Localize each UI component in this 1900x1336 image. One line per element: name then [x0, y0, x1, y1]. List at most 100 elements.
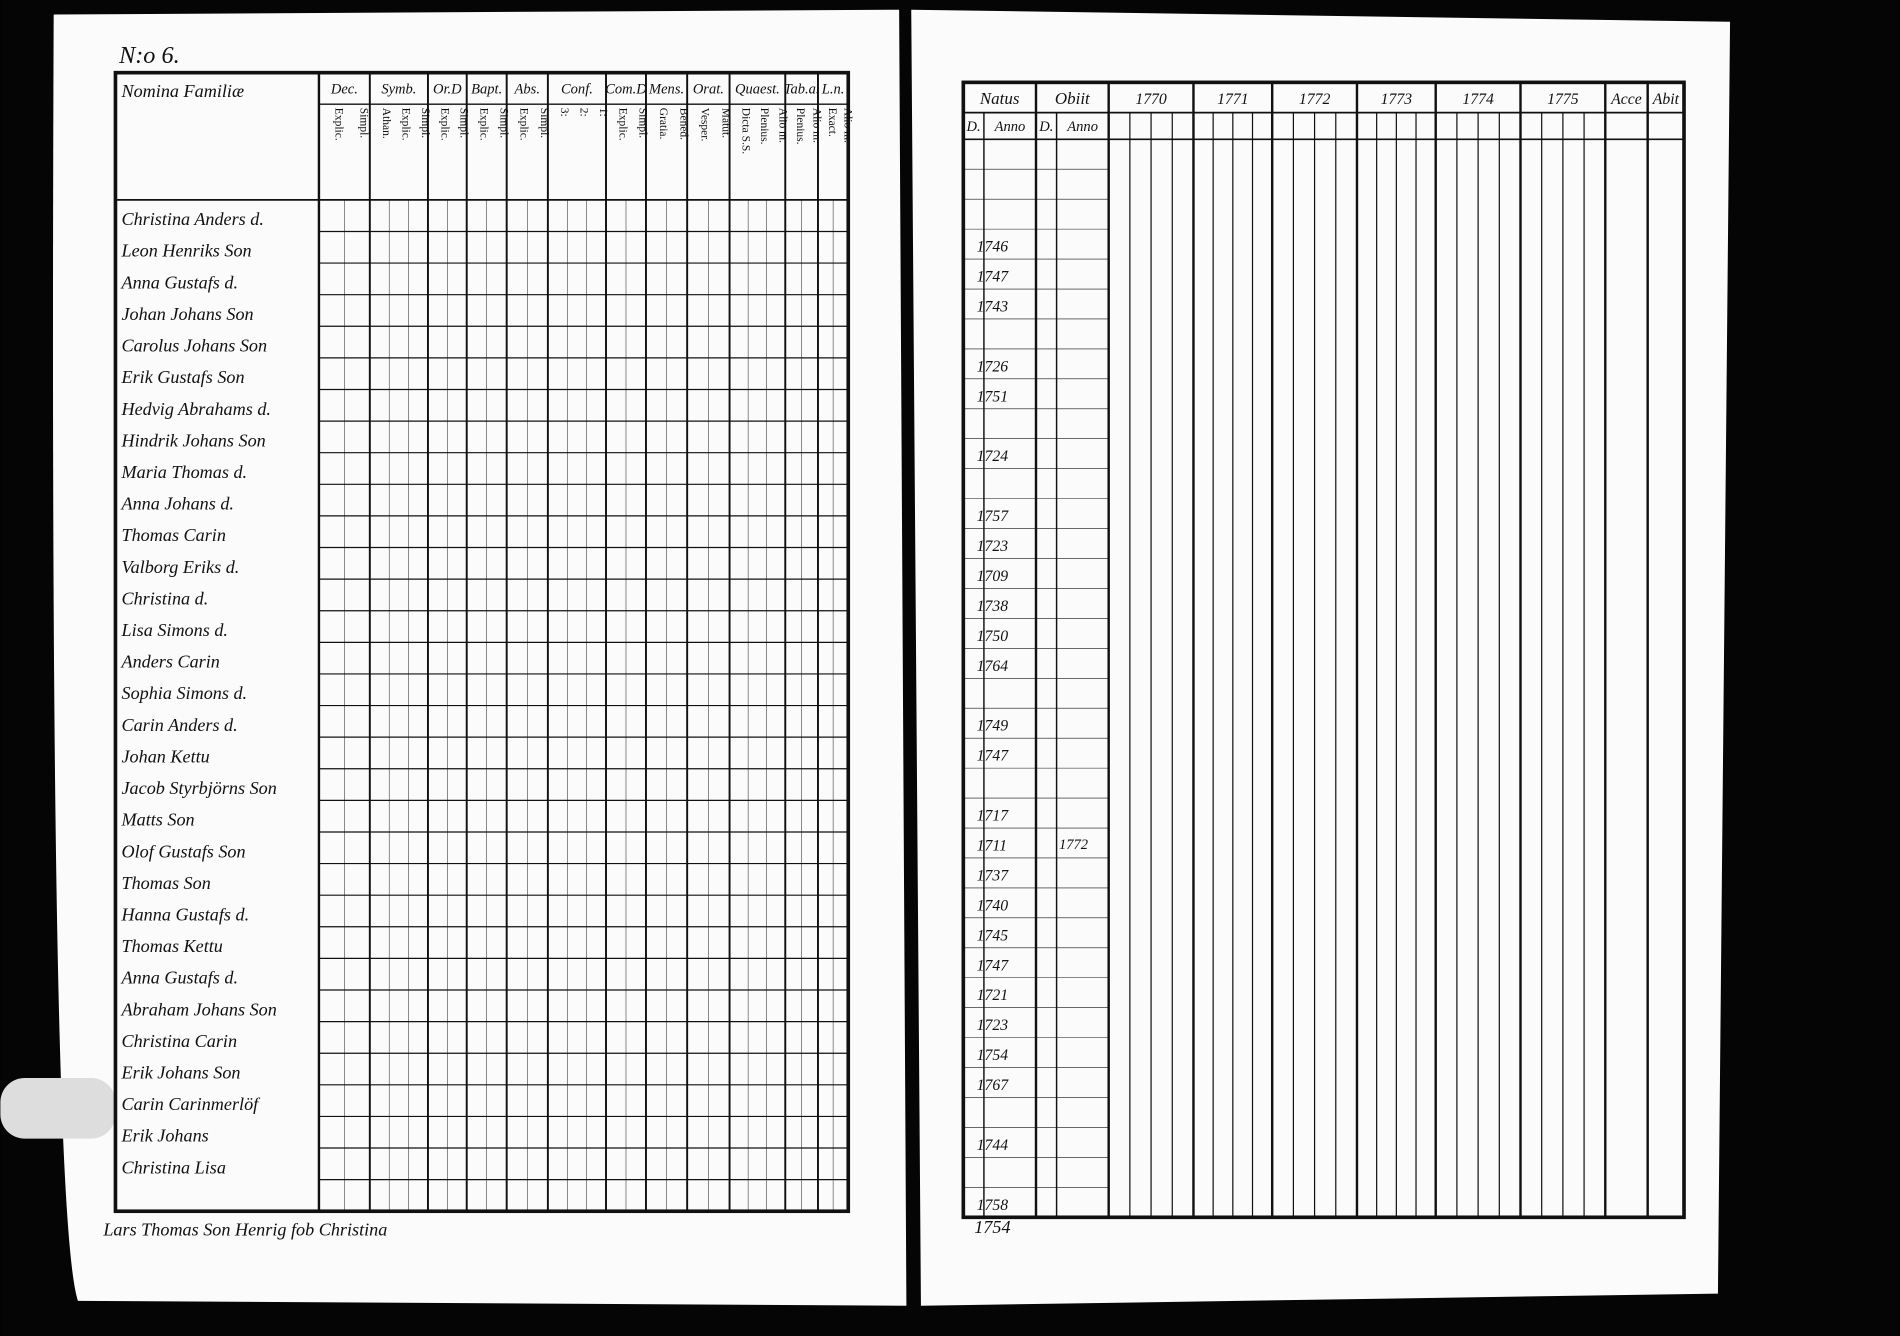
column-title: 1771 — [1217, 91, 1248, 108]
family-member-name: Erik Johans — [121, 1126, 209, 1146]
column-subtitle: Alio m. — [810, 108, 822, 143]
page-number: N:o 6. — [118, 42, 180, 69]
right-sheet — [911, 9, 1731, 1306]
birth-year: 1751 — [977, 388, 1008, 405]
column-title: Abs. — [514, 81, 540, 97]
column-title: Com.D — [605, 81, 647, 97]
column-title: 1773 — [1381, 91, 1413, 108]
family-member-name: Lisa Simons d. — [121, 620, 228, 640]
birth-year: 1724 — [977, 448, 1009, 465]
column-title: L.n. — [821, 81, 845, 97]
birth-year: 1749 — [977, 718, 1009, 735]
family-member-name: Sophia Simons d. — [122, 683, 248, 703]
birth-year: 1750 — [977, 628, 1009, 645]
column-subtitle: 1: — [597, 108, 609, 117]
column-title: 1770 — [1135, 91, 1167, 108]
column-title: Or.D — [433, 81, 462, 97]
family-member-name: Anna Johans d. — [121, 494, 234, 514]
column-subtitle: Explic. — [518, 108, 530, 141]
column-title: Obiit — [1055, 89, 1091, 108]
birth-year: 1754 — [977, 1047, 1009, 1064]
birth-year: 1747 — [977, 957, 1010, 974]
column-subtitle: Dicta S.S. — [739, 108, 751, 154]
column-subtitle: D. — [966, 119, 981, 135]
page-clip — [0, 1078, 116, 1139]
column-subtitle: Exact. — [826, 108, 838, 137]
family-member-name: Leon Henriks Son — [121, 241, 252, 261]
family-member-name: Jacob Styrbjörns Son — [122, 778, 277, 798]
column-subtitle: Explic. — [617, 108, 629, 141]
column-subtitle: Explic. — [477, 108, 489, 141]
column-subtitle: Explic. — [400, 108, 412, 141]
family-member-name: Thomas Son — [122, 873, 211, 893]
family-member-name: Carin Carinmerlöf — [122, 1094, 262, 1114]
column-subtitle: Alio m. — [777, 108, 789, 143]
birth-year: 1745 — [977, 927, 1009, 944]
column-subtitle: 2: — [578, 108, 590, 117]
column-subtitle: Plenius. — [758, 108, 770, 145]
column-subtitle: Explic. — [332, 108, 344, 141]
column-title: Acce — [1610, 91, 1642, 108]
column-title: Natus — [979, 89, 1020, 108]
column-subtitle: Gratia. — [657, 108, 669, 140]
right-table-frame — [961, 80, 1686, 1220]
column-title: 1774 — [1462, 91, 1494, 108]
family-member-name: Thomas Carin — [122, 525, 226, 545]
family-member-name: Christina Carin — [122, 1031, 238, 1051]
death-year: 1772 — [1059, 837, 1088, 853]
column-subtitle: Plenius. — [794, 108, 806, 145]
family-member-name: Anna Gustafs d. — [121, 272, 239, 292]
birth-year: 1746 — [977, 239, 1009, 256]
birth-year: 1740 — [977, 897, 1009, 914]
birth-year: 1709 — [977, 568, 1009, 585]
column-title: Quaest. — [735, 81, 780, 97]
column-subtitle: Simpl. — [419, 108, 431, 138]
column-title: Abit — [1652, 91, 1680, 108]
name-header: Nomina Familiæ — [121, 81, 245, 101]
family-member-name: Matts Son — [121, 810, 195, 830]
family-member-name: Erik Gustafs Son — [121, 367, 245, 387]
birth-year: 1737 — [977, 867, 1010, 884]
birth-year: 1743 — [977, 298, 1009, 315]
column-subtitle: D. — [1038, 119, 1053, 135]
family-member-name: Thomas Kettu — [122, 936, 223, 956]
column-title: Conf. — [561, 81, 593, 97]
birth-year: 1717 — [977, 808, 1010, 825]
column-title: Dec. — [330, 81, 358, 97]
column-title: Bapt. — [471, 81, 502, 97]
left-footer-note: Lars Thomas Son Henrig fob Christina — [102, 1219, 387, 1239]
column-title: Mens. — [648, 81, 684, 97]
family-member-name: Christina Anders d. — [122, 209, 264, 229]
family-member-name: Valborg Eriks d. — [122, 557, 240, 577]
birth-year: 1738 — [977, 598, 1009, 615]
birth-year: 1726 — [977, 358, 1009, 375]
family-member-name: Christina Lisa — [122, 1157, 226, 1177]
column-title: 1772 — [1299, 91, 1331, 108]
column-subtitle: Athan. — [380, 108, 392, 139]
column-title: Tab.a. — [784, 81, 820, 97]
column-subtitle: Simpl. — [458, 108, 470, 138]
column-title: 1775 — [1547, 91, 1579, 108]
birth-year: 1758 — [977, 1197, 1009, 1214]
family-member-name: Maria Thomas d. — [121, 462, 248, 482]
column-title: Symb. — [381, 81, 416, 97]
family-member-name: Johan Kettu — [122, 746, 210, 766]
family-member-name: Anders Carin — [121, 652, 220, 672]
right-footer-note: 1754 — [974, 1217, 1010, 1237]
family-member-name: Hanna Gustafs d. — [121, 904, 250, 924]
birth-year: 1723 — [977, 538, 1009, 555]
family-member-name: Johan Johans Son — [122, 304, 254, 324]
family-member-name: Abraham Johans Son — [121, 999, 277, 1019]
family-member-name: Carolus Johans Son — [122, 336, 268, 356]
birth-year: 1721 — [977, 987, 1008, 1004]
family-member-name: Anna Gustafs d. — [121, 968, 239, 988]
column-subtitle: Vesper. — [698, 108, 710, 142]
family-member-name: Hedvig Abrahams d. — [121, 399, 271, 419]
family-member-name: Erik Johans Son — [121, 1062, 241, 1082]
left-sheet — [52, 9, 907, 1306]
birth-year: 1744 — [977, 1137, 1009, 1154]
birth-year: 1723 — [977, 1017, 1009, 1034]
column-subtitle: Anno — [1066, 119, 1098, 135]
